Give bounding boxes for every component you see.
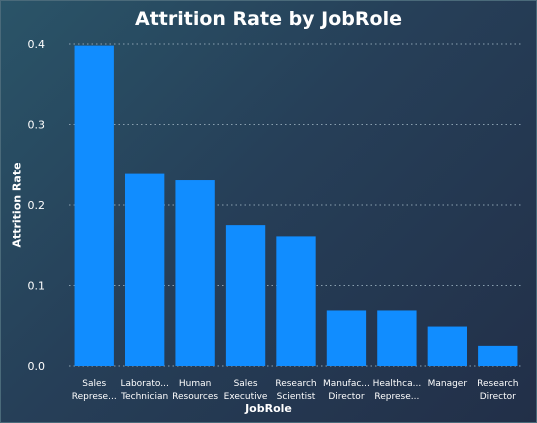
- y-tick-label: 0.4: [28, 38, 46, 51]
- y-tick-label: 0.2: [28, 199, 46, 212]
- y-tick-label: 0.1: [28, 280, 46, 293]
- chart-title: Attrition Rate by JobRole: [135, 8, 402, 30]
- bar: [427, 326, 468, 366]
- x-tick-label: Sales Represe...: [72, 379, 117, 402]
- x-tick-label: Human Resources: [172, 379, 218, 402]
- bar: [225, 225, 266, 366]
- x-tick-label: Research Scientist: [275, 379, 316, 402]
- x-tick-label: Healthca... Represe...: [373, 379, 422, 402]
- y-tick-label: 0.0: [28, 360, 46, 373]
- x-tick-label: Manufac... Director: [323, 379, 370, 402]
- bar: [74, 45, 114, 367]
- x-tick-label: Research Director: [477, 379, 518, 402]
- x-axis-label: JobRole: [245, 402, 292, 415]
- x-tick-label: Manager: [428, 379, 468, 389]
- bar: [377, 310, 417, 366]
- bar: [276, 236, 316, 366]
- bar: [478, 345, 518, 366]
- x-tick-label: Sales Executive: [224, 379, 268, 402]
- x-tick-label: Laborato... Technician: [120, 379, 169, 402]
- bar: [124, 173, 165, 366]
- bar: [326, 310, 367, 366]
- bar: [175, 180, 215, 366]
- y-tick-label: 0.3: [28, 119, 46, 132]
